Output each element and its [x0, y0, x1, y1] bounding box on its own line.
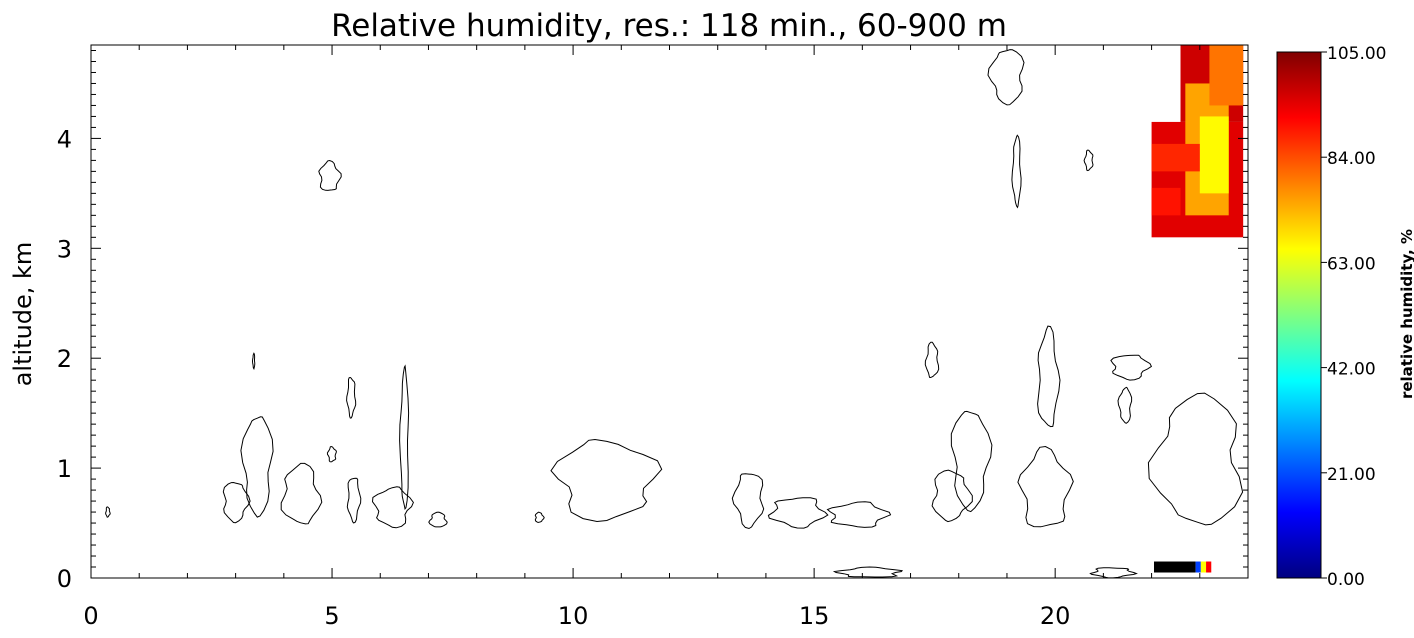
- contour-line: [1110, 354, 1153, 381]
- colorbar-tick-label: 0.00: [1327, 570, 1365, 590]
- y-tick-label: 3: [57, 235, 72, 263]
- contour-line: [240, 416, 274, 518]
- contour-line: [280, 462, 323, 525]
- contour-line: [222, 481, 251, 524]
- contour-line: [105, 506, 111, 518]
- chart-title: Relative humidity, res.: 118 min., 60-90…: [331, 8, 1007, 44]
- y-axis-label: altitude, km: [9, 242, 37, 387]
- colorbar-tick-label: 21.00: [1327, 465, 1376, 485]
- contour-line: [832, 566, 903, 578]
- contour-line: [1011, 134, 1022, 209]
- contour-line: [399, 364, 410, 511]
- contour-line: [731, 473, 765, 530]
- y-tick-label: 4: [57, 125, 72, 153]
- plot-frame: [90, 44, 1249, 579]
- x-tick-label: 5: [324, 602, 339, 630]
- contour-line: [1117, 386, 1133, 424]
- contour-line: [346, 477, 362, 524]
- contour-line: [346, 376, 357, 419]
- x-tick-label: 20: [1040, 602, 1071, 630]
- contour-line: [826, 501, 892, 528]
- contour-line: [767, 497, 829, 529]
- heatmap-layer: [1151, 45, 1244, 573]
- contour-line: [931, 469, 973, 523]
- colorbar-tick-label: 84.00: [1327, 149, 1376, 169]
- x-tick-label: 10: [558, 602, 589, 630]
- colorbar-tick-label: 42.00: [1327, 360, 1376, 380]
- heatmap-cell: [1151, 187, 1181, 216]
- colorbar-gradient: [1276, 51, 1322, 579]
- strip-cell: [1200, 561, 1207, 573]
- contour-line: [318, 159, 342, 191]
- colorbar-tick-label: 63.00: [1327, 254, 1376, 274]
- contour-layer: [105, 49, 1244, 579]
- colorbar: 0.00 21.00 42.00 63.00 84.00 105.00: [1276, 44, 1386, 590]
- contour-line: [371, 486, 414, 529]
- contour-line: [924, 341, 940, 379]
- contour-line: [534, 511, 545, 523]
- strip-cell: [1206, 561, 1212, 573]
- colorbar-label: relative humidity, %: [1398, 229, 1414, 399]
- x-tick-label: 0: [83, 602, 98, 630]
- contour-line: [1037, 325, 1061, 428]
- colorbar-tick-label: 105.00: [1327, 44, 1386, 64]
- contour-line: [1017, 445, 1074, 528]
- contour-line: [326, 445, 337, 463]
- contour-line: [1147, 392, 1244, 526]
- x-tick-label: 15: [799, 602, 830, 630]
- y-tick-label: 2: [57, 345, 72, 373]
- strip-cell: [1195, 561, 1201, 573]
- contour-line: [428, 511, 448, 528]
- axes-layer: 0 5 10 15 20 0 1 2 3 4: [57, 44, 1249, 630]
- contour-line: [1089, 567, 1138, 579]
- contour-line: [550, 438, 663, 523]
- contour-line: [950, 410, 993, 513]
- heatmap-cell: [1151, 143, 1200, 172]
- contour-line: [1083, 149, 1094, 172]
- contour-line: [251, 352, 256, 371]
- strip-cell: [1153, 561, 1196, 573]
- heatmap-cell: [1209, 45, 1244, 106]
- y-tick-label: 1: [57, 455, 72, 483]
- heatmap-cell: [1199, 116, 1229, 194]
- y-tick-label: 0: [57, 565, 72, 593]
- contour-line: [987, 49, 1025, 106]
